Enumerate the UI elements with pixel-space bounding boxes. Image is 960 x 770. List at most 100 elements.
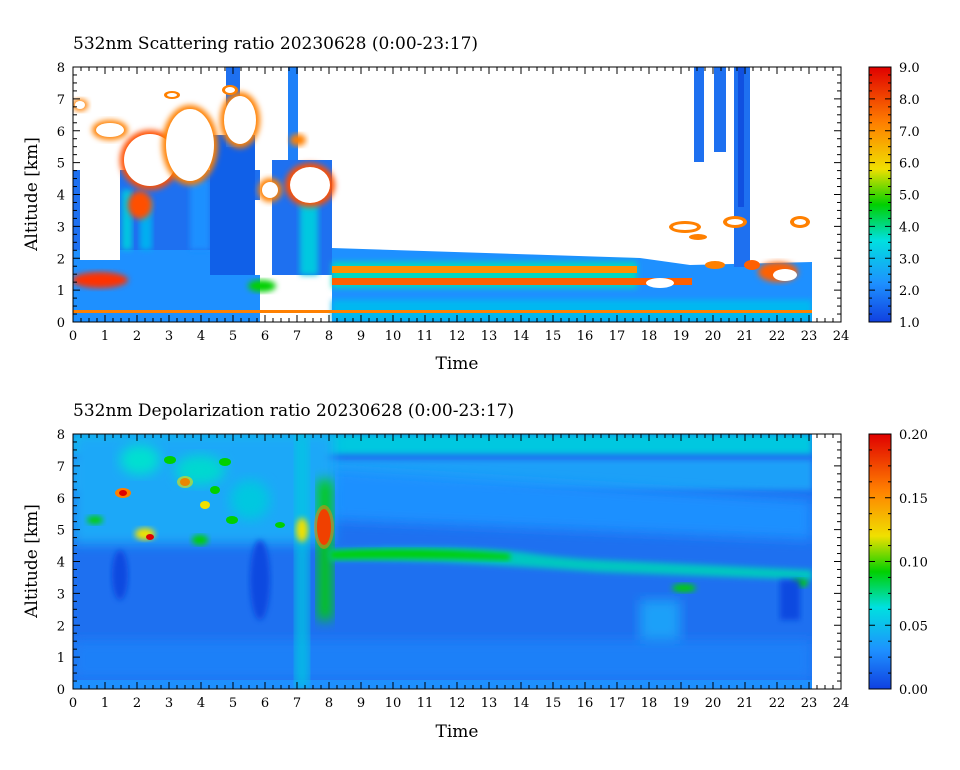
early-clouds	[73, 85, 335, 219]
x-tick-label: 18	[641, 696, 658, 711]
chart-title: 532nm Depolarization ratio 20230628 (0:0…	[73, 401, 514, 421]
y-tick-label: 8	[57, 428, 65, 443]
x-tick-label: 6	[261, 329, 269, 344]
x-tick-label: 1	[101, 329, 109, 344]
y-axis: 0 1 2 3 4 5 6 7 8	[57, 61, 841, 331]
colorbar-ticks: 1.0 2.0 3.0 4.0 5.0 6.0 7.0 8.0 9.0	[869, 61, 920, 331]
x-tick-label: 2	[133, 696, 141, 711]
y-tick-label: 0	[57, 683, 65, 698]
x-tick-label: 0	[69, 696, 77, 711]
surface-layer-line	[73, 310, 812, 313]
aerosol-layer-lower	[332, 278, 692, 285]
y-tick-label: 6	[57, 492, 65, 507]
y-tick-label: 5	[57, 157, 65, 172]
y-tick-label: 7	[57, 93, 65, 108]
x-tick-label: 9	[357, 329, 365, 344]
x-tick-label: 14	[513, 329, 530, 344]
y-tick-label: 7	[57, 460, 65, 475]
colorbar-tick-label: 0.10	[899, 556, 928, 571]
y-tick-label: 8	[57, 61, 65, 76]
colorbar-tick-label: 5.0	[899, 189, 920, 204]
evening-clouds	[669, 216, 810, 282]
x-tick-label: 3	[165, 329, 173, 344]
colorbar-tick-label: 0.05	[899, 619, 928, 634]
x-tick-label: 24	[833, 329, 850, 344]
y-tick-label: 5	[57, 524, 65, 539]
x-tick-label: 8	[325, 329, 333, 344]
x-tick-label: 10	[385, 329, 402, 344]
x-tick-label: 6	[261, 696, 269, 711]
x-axis-label: Time	[436, 722, 479, 742]
x-tick-label: 3	[165, 696, 173, 711]
x-tick-label: 20	[705, 696, 722, 711]
x-tick-label: 1	[101, 696, 109, 711]
x-tick-label: 21	[737, 696, 754, 711]
x-tick-label: 7	[293, 329, 301, 344]
x-tick-label: 22	[769, 329, 786, 344]
dust-layer	[330, 549, 510, 560]
y-tick-label: 1	[57, 284, 65, 299]
x-tick-label: 8	[325, 696, 333, 711]
scattering-ratio-panel: 532nm Scattering ratio 20230628 (0:00-23…	[22, 34, 920, 374]
x-tick-label: 9	[357, 696, 365, 711]
x-tick-label: 20	[705, 329, 722, 344]
x-axis-label: Time	[436, 354, 479, 374]
x-axis: 0 1 2 3 4 5 6 7 8 9 10 11 12 13 14 15 16 17 18 19 20 21 22 23 24	[69, 434, 849, 711]
y-axis-label: Altitude [km]	[22, 137, 42, 252]
colorbar-tick-label: 6.0	[899, 157, 920, 172]
x-tick-label: 4	[197, 329, 205, 344]
x-tick-label: 5	[229, 696, 237, 711]
y-tick-label: 0	[57, 316, 65, 331]
x-tick-label: 23	[801, 696, 818, 711]
aerosol-layer-upper	[332, 266, 637, 273]
x-tick-label: 12	[449, 696, 466, 711]
x-tick-label: 7	[293, 696, 301, 711]
x-tick-label: 0	[69, 329, 77, 344]
x-axis: 0 1 2 3 4 5 6 7 8 9 10 11 12 13 14 15 16 17 18 19 20 21 22 23 24	[69, 67, 849, 344]
colorbar-ticks: 0.00 0.05 0.10 0.15 0.20	[869, 428, 928, 698]
x-tick-label: 15	[545, 696, 562, 711]
colorbar-tick-label: 3.0	[899, 252, 920, 267]
colorbar-tick-label: 9.0	[899, 61, 920, 76]
colorbar-tick-label: 8.0	[899, 93, 920, 108]
x-tick-label: 2	[133, 329, 141, 344]
x-tick-label: 22	[769, 696, 786, 711]
heatmap-field	[73, 434, 841, 689]
y-tick-label: 4	[57, 556, 65, 571]
colorbar-tick-label: 1.0	[899, 316, 920, 331]
x-tick-label: 12	[449, 329, 466, 344]
y-tick-label: 3	[57, 587, 65, 602]
y-tick-label: 2	[57, 252, 65, 267]
x-tick-label: 4	[197, 696, 205, 711]
colorbar-tick-label: 0.00	[899, 683, 928, 698]
depolarization-ratio-panel: 532nm Depolarization ratio 20230628 (0:0…	[22, 401, 928, 742]
x-tick-label: 17	[609, 329, 626, 344]
x-tick-label: 24	[833, 696, 850, 711]
colorbar-tick-label: 4.0	[899, 220, 920, 235]
x-tick-label: 19	[673, 696, 690, 711]
x-tick-label: 14	[513, 696, 530, 711]
x-tick-label: 5	[229, 329, 237, 344]
x-tick-label: 19	[673, 329, 690, 344]
colorbar-tick-label: 0.15	[899, 492, 928, 507]
y-tick-label: 1	[57, 651, 65, 666]
heatmap-field	[73, 67, 841, 322]
x-tick-label: 15	[545, 329, 562, 344]
x-tick-label: 21	[737, 329, 754, 344]
x-tick-label: 11	[417, 696, 434, 711]
y-axis-label: Altitude [km]	[22, 504, 42, 619]
x-tick-label: 17	[609, 696, 626, 711]
x-tick-label: 18	[641, 329, 658, 344]
colorbar-tick-label: 7.0	[899, 125, 920, 140]
y-tick-label: 3	[57, 220, 65, 235]
y-tick-label: 4	[57, 189, 65, 204]
y-axis: 0 1 2 3 4 5 6 7 8	[57, 428, 841, 698]
x-tick-label: 23	[801, 329, 818, 344]
colorbar-tick-label: 0.20	[899, 428, 928, 443]
x-tick-label: 16	[577, 696, 594, 711]
x-tick-label: 16	[577, 329, 594, 344]
x-tick-label: 10	[385, 696, 402, 711]
chart-title: 532nm Scattering ratio 20230628 (0:00-23…	[73, 34, 478, 54]
x-tick-label: 13	[481, 329, 498, 344]
